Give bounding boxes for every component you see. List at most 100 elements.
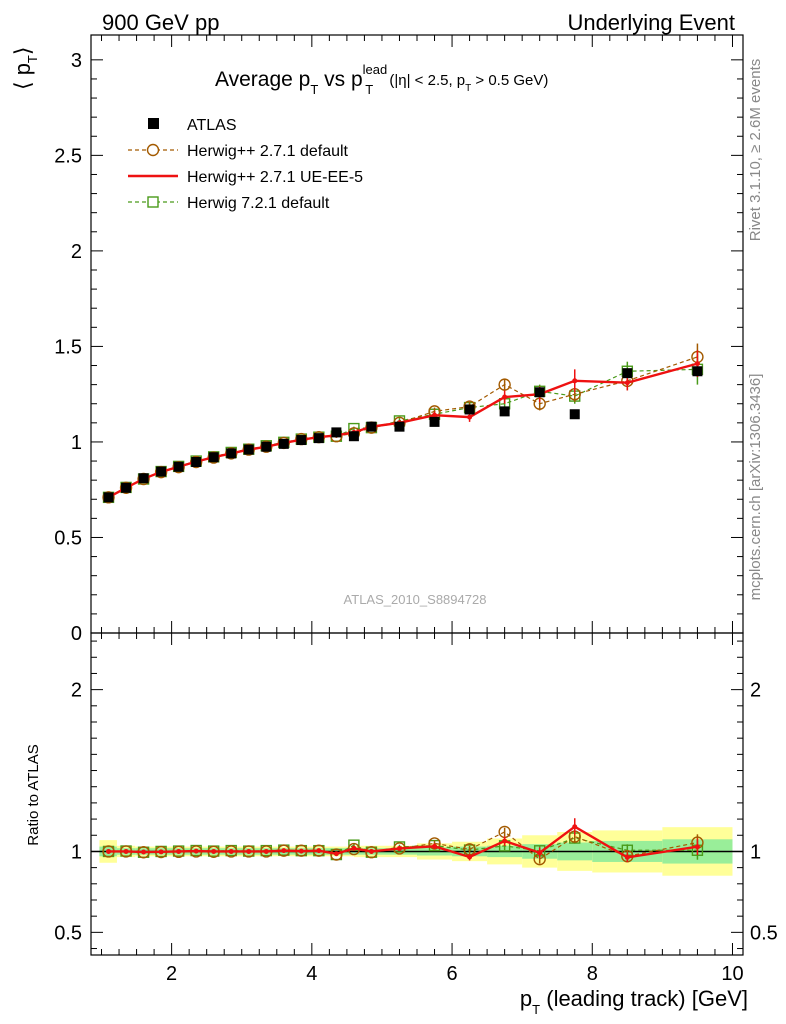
mark-main-atlas-6: [208, 452, 219, 463]
chart-title: Average pT vs plead T (|η| < 2.5, pT > 0.…: [215, 62, 548, 97]
mark-ratio-herwig_ue-1: [123, 848, 129, 854]
mark-main-herwig_ue-22: [624, 380, 630, 386]
mark-main-atlas-13: [331, 427, 342, 438]
mark-ratio-herwig_ue-22: [624, 854, 630, 860]
mark-main-herwig_ue-17: [432, 412, 438, 418]
mark-main-herwig_default-1: [119, 481, 133, 494]
y-main-tick-label-zero: 0: [71, 623, 82, 645]
mark-ratio-herwig_ue-6: [211, 848, 217, 854]
title-sup: lead: [363, 62, 388, 77]
y-main-tick-label-0: 0.5: [54, 527, 82, 549]
side-label-mcplots: mcplots.cern.ch [arXiv:1306.3436]: [747, 374, 764, 601]
mark-main-atlas-15: [366, 421, 377, 432]
mark-main-atlas-0: [103, 492, 114, 503]
mark-ratio-herwig_ue-3: [158, 849, 164, 855]
y-ratio-tick-label-right-1: 1: [750, 841, 761, 863]
ratio-y-label: Ratio to ATLAS: [25, 744, 42, 845]
title-cut-sub: T: [465, 83, 471, 94]
mark-main-herwig_default-19: [498, 378, 511, 391]
mark-ratio-herwig_ue-17: [432, 843, 438, 849]
mark-ratio-herwig_default-15: [365, 845, 378, 859]
main-y-label-sub: T: [25, 55, 40, 63]
x-label-sub: T: [532, 1002, 540, 1017]
y-main-tick-label-2: 1.5: [54, 336, 82, 358]
mark-main-herwig_ue-23: [694, 361, 700, 367]
mark-main-atlas-1: [121, 482, 132, 493]
mark-main-atlas-3: [156, 466, 167, 477]
x-tick-label-2: 2: [166, 963, 177, 985]
axis-ticks: 2 4 6 8 10 0.5 1 1.5 2 2.5 3 0.5 0.5 1 1 2 2 0: [54, 35, 778, 985]
mark-ratio-herwig_ue-19: [502, 838, 508, 844]
legend-label-herwig_ue: Herwig++ 2.7.1 UE-EE-5: [187, 169, 363, 186]
y-main-tick-label-4: 2.5: [54, 145, 82, 167]
mark-ratio-herwig_ue-14: [351, 845, 357, 851]
legend-marker-herwig_default: [146, 143, 160, 157]
x-tick-label-10: 10: [721, 963, 743, 985]
y-ratio-tick-label-left-0: 0.5: [54, 922, 82, 944]
series-atlas: [103, 366, 703, 503]
title-sub1: T: [310, 82, 318, 97]
mark-main-atlas-17: [429, 416, 440, 427]
line-main-herwig72: [108, 368, 698, 498]
title-sub2: T: [365, 82, 373, 97]
main-y-label-open: ⟨ p: [10, 63, 35, 90]
mark-main-herwig_ue-19: [502, 394, 508, 400]
mark-main-atlas-8: [243, 444, 254, 455]
side-label-rivet: Rivet 3.1.10, ≥ 2.6M events: [747, 59, 764, 242]
mark-ratio-herwig_ue-13: [333, 851, 339, 857]
mark-ratio-herwig_ue-16: [396, 845, 402, 851]
ratio-panel-frame: [90, 632, 744, 956]
x-label-p: p: [520, 986, 532, 1011]
line-ratio-herwig72: [108, 837, 698, 856]
title-mid: vs p: [318, 68, 362, 91]
title-prefix: Average p: [215, 68, 310, 91]
mark-ratio-herwig_ue-7: [228, 848, 234, 854]
mark-main-atlas-22: [622, 368, 633, 379]
mark-main-herwig_ue-18: [467, 414, 473, 420]
y-main-tick-label-5: 3: [71, 50, 82, 72]
legend: ATLAS Herwig++ 2.7.1 default Herwig++ 2.7.…: [128, 117, 363, 212]
mark-main-atlas-9: [261, 441, 272, 452]
mark-main-atlas-18: [464, 404, 475, 415]
mark-ratio-herwig_ue-8: [246, 848, 252, 854]
title-cut-post: > 0.5 GeV): [471, 72, 548, 89]
mark-main-atlas-5: [191, 457, 202, 468]
legend-label-atlas: ATLAS: [187, 117, 237, 134]
mark-ratio-herwig_ue-4: [176, 848, 182, 854]
y-main-tick-label-3: 2: [71, 241, 82, 263]
mark-main-atlas-20: [534, 387, 545, 398]
mark-ratio-herwig_ue-21: [572, 824, 578, 830]
mark-main-atlas-2: [138, 473, 149, 484]
y-main-tick-label-1: 1: [71, 432, 82, 454]
mark-ratio-herwig_ue-5: [193, 848, 199, 854]
line-ratio-herwig_ue: [108, 825, 698, 859]
mark-ratio-herwig_ue-9: [263, 848, 269, 854]
mark-ratio-herwig_ue-2: [141, 849, 147, 855]
legend-label-herwig_default: Herwig++ 2.7.1 default: [187, 143, 349, 160]
main-y-label: ⟨ pT⟩: [10, 47, 40, 90]
mark-ratio-herwig_default-13: [330, 848, 343, 861]
title-cut-pre: (|η| < 2.5, p: [385, 72, 465, 89]
header-right: Underlying Event: [567, 10, 735, 35]
legend-marker-herwig72: [147, 196, 159, 208]
mark-ratio-herwig_ue-11: [298, 848, 304, 854]
mark-main-atlas-12: [313, 433, 324, 444]
mark-main-atlas-16: [394, 421, 405, 432]
header-left: 900 GeV pp: [102, 10, 219, 35]
x-label-rest: (leading track) [GeV]: [540, 986, 748, 1011]
mark-main-atlas-19: [499, 406, 510, 417]
mark-main-atlas-10: [278, 438, 289, 449]
data-series: [102, 343, 704, 866]
mark-main-atlas-14: [348, 431, 359, 442]
y-ratio-tick-label-left-2: 2: [71, 680, 82, 702]
main-y-label-close: ⟩: [10, 47, 35, 56]
y-ratio-tick-label-right-2: 2: [750, 680, 761, 702]
mark-ratio-herwig_ue-0: [106, 848, 112, 854]
mark-ratio-herwig_ue-23: [694, 844, 700, 850]
mark-main-atlas-7: [226, 448, 237, 459]
x-axis-label: pT (leading track) [GeV]: [520, 986, 748, 1017]
mark-main-herwig_default-0: [102, 491, 115, 504]
legend-label-herwig72: Herwig 7.2.1 default: [187, 195, 330, 212]
mark-ratio-herwig_ue-10: [281, 848, 287, 854]
